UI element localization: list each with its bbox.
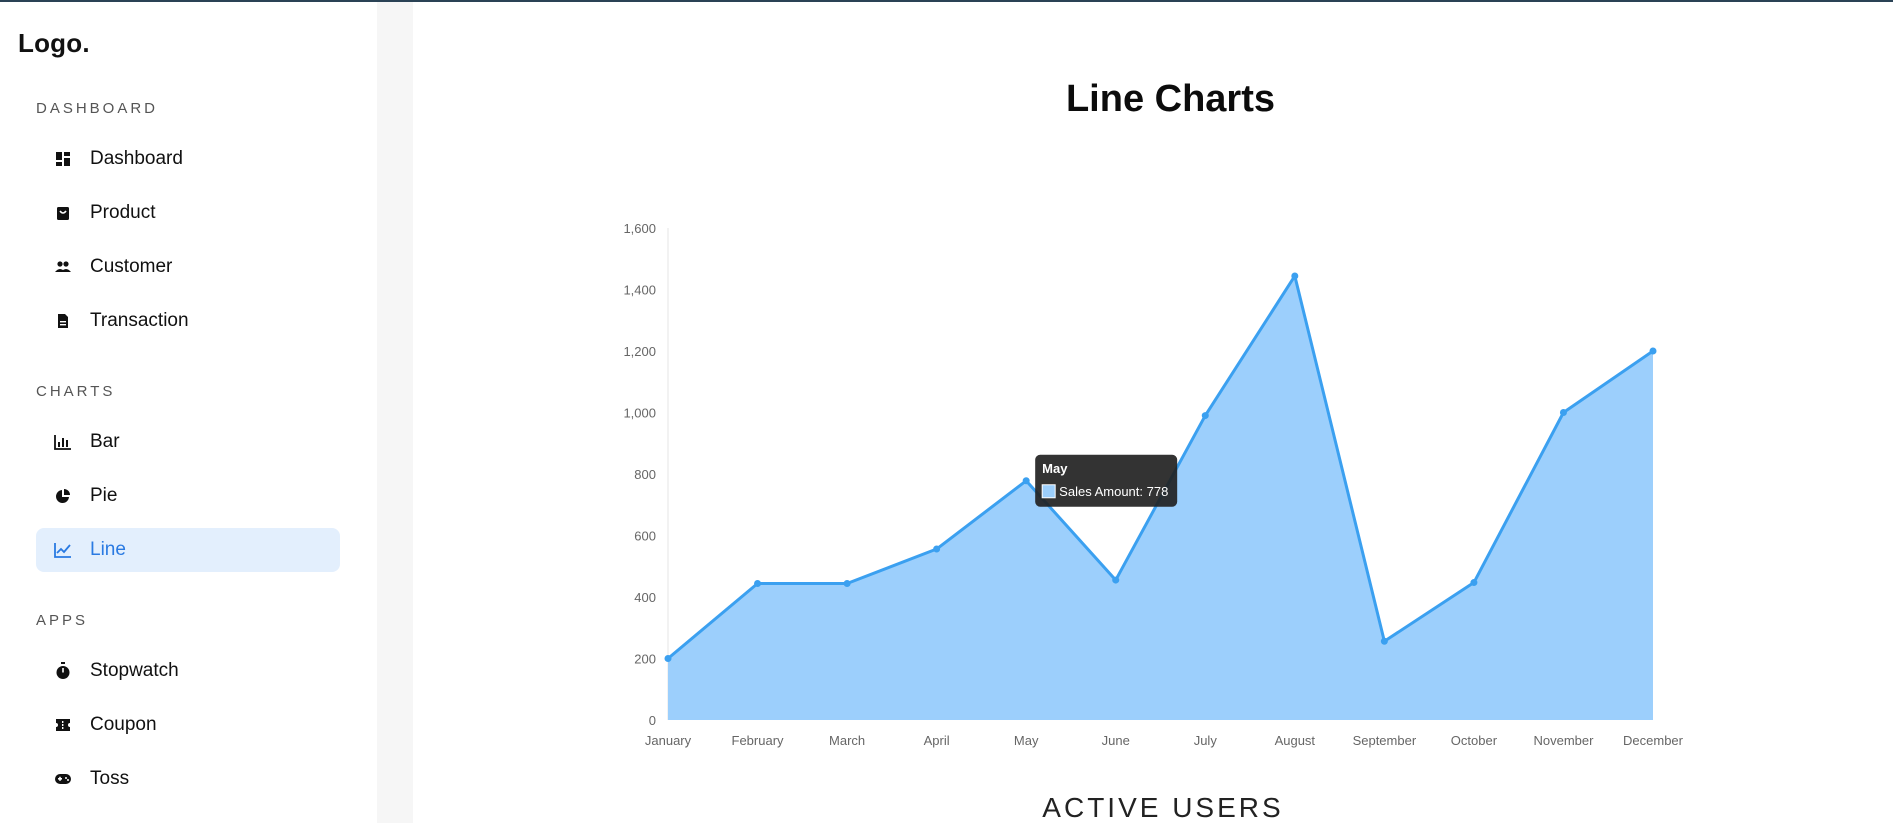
data-point-october bbox=[1470, 579, 1478, 587]
data-point-december bbox=[1649, 347, 1657, 355]
data-point-july bbox=[1201, 412, 1209, 420]
sidebar-item-customer[interactable]: Customer bbox=[36, 245, 340, 289]
section-title-dashboard: DASHBOARD bbox=[36, 100, 159, 117]
x-tick-label: March bbox=[829, 733, 865, 748]
sidebar-item-transaction[interactable]: Transaction bbox=[36, 299, 340, 343]
stopwatch-icon bbox=[53, 661, 73, 681]
sidebar-item-dashboard[interactable]: Dashboard bbox=[36, 137, 340, 181]
y-tick-label: 0 bbox=[649, 713, 656, 728]
data-point-february bbox=[754, 579, 762, 587]
sidebar-item-product[interactable]: Product bbox=[36, 191, 340, 235]
data-point-september bbox=[1380, 637, 1388, 645]
y-tick-label: 1,200 bbox=[623, 344, 656, 359]
x-tick-label: November bbox=[1533, 733, 1594, 748]
coupon-icon bbox=[53, 715, 73, 735]
sidebar-item-bar[interactable]: Bar bbox=[36, 420, 340, 464]
sidebar-item-label: Coupon bbox=[90, 714, 157, 735]
sidebar-item-label: Product bbox=[90, 202, 156, 223]
tooltip-box bbox=[1035, 454, 1178, 507]
y-tick-label: 600 bbox=[634, 529, 656, 544]
bar-chart-icon bbox=[53, 432, 73, 452]
top-border bbox=[0, 0, 1893, 2]
x-tick-label: July bbox=[1194, 733, 1218, 748]
sidebar-item-line[interactable]: Line bbox=[36, 528, 340, 572]
shopping-bag-icon bbox=[53, 203, 73, 223]
x-tick-label: August bbox=[1275, 733, 1316, 748]
chart-subtitle: ACTIVE USERS bbox=[1042, 792, 1284, 823]
x-tick-label: September bbox=[1353, 733, 1417, 748]
data-point-march bbox=[843, 579, 851, 587]
line-chart[interactable]: 0 200 400 600 800 1,000 1,200 1,400 1,600 January… bbox=[603, 202, 1743, 762]
people-icon bbox=[53, 257, 73, 277]
game-controller-icon bbox=[53, 769, 73, 789]
receipt-icon bbox=[53, 311, 73, 331]
pie-chart-icon bbox=[53, 486, 73, 506]
tooltip-swatch bbox=[1041, 484, 1056, 499]
y-tick-label: 800 bbox=[634, 467, 656, 482]
data-point-may bbox=[1022, 477, 1030, 485]
y-tick-label: 1,000 bbox=[623, 406, 656, 421]
sidebar-item-label: Transaction bbox=[90, 310, 189, 331]
x-tick-label: June bbox=[1102, 733, 1130, 748]
tooltip-title: May bbox=[1042, 461, 1068, 476]
tooltip-text: Sales Amount: 778 bbox=[1059, 484, 1168, 499]
x-tick-label: January bbox=[645, 733, 692, 748]
line-chart-svg[interactable]: 0 200 400 600 800 1,000 1,200 1,400 1,600 January… bbox=[603, 202, 1743, 762]
line-chart-icon bbox=[53, 540, 73, 560]
x-tick-label: February bbox=[732, 733, 785, 748]
dashboard-icon bbox=[53, 149, 73, 169]
data-point-november bbox=[1559, 409, 1567, 416]
sidebar-item-stopwatch[interactable]: Stopwatch bbox=[36, 649, 340, 693]
sidebar-item-label: Dashboard bbox=[90, 148, 183, 169]
y-tick-label: 400 bbox=[634, 590, 656, 605]
data-point-june bbox=[1112, 576, 1120, 584]
data-point-january bbox=[664, 655, 672, 662]
x-tick-label: May bbox=[1014, 733, 1039, 748]
data-point-april bbox=[933, 545, 941, 553]
y-tick-label: 200 bbox=[634, 652, 656, 667]
sidebar: Logo. DASHBOARD Dashboard Product Custom… bbox=[0, 2, 377, 823]
y-tick-label: 1,400 bbox=[623, 283, 656, 298]
content-gutter bbox=[377, 2, 413, 823]
sidebar-item-label: Stopwatch bbox=[90, 660, 179, 681]
x-tick-label: December bbox=[1623, 733, 1684, 748]
section-title-apps: APPS bbox=[36, 612, 89, 629]
x-tick-label: April bbox=[924, 733, 950, 748]
sidebar-item-label: Line bbox=[90, 539, 126, 560]
main-content: Line Charts 0 200 400 600 800 1,000 1,200 1,400… bbox=[413, 2, 1893, 823]
page-title: Line Charts bbox=[1065, 78, 1276, 120]
sidebar-item-label: Customer bbox=[90, 256, 173, 277]
sidebar-item-toss[interactable]: Toss bbox=[36, 757, 340, 801]
sidebar-item-pie[interactable]: Pie bbox=[36, 474, 340, 518]
sidebar-item-label: Toss bbox=[90, 768, 130, 789]
sidebar-item-label: Bar bbox=[90, 431, 120, 452]
sidebar-item-label: Pie bbox=[90, 485, 118, 506]
y-tick-label: 1,600 bbox=[623, 221, 656, 236]
logo: Logo. bbox=[18, 28, 90, 58]
data-point-august bbox=[1291, 272, 1299, 280]
x-tick-label: October bbox=[1451, 733, 1498, 748]
sidebar-item-coupon[interactable]: Coupon bbox=[36, 703, 340, 747]
section-title-charts: CHARTS bbox=[36, 383, 116, 400]
